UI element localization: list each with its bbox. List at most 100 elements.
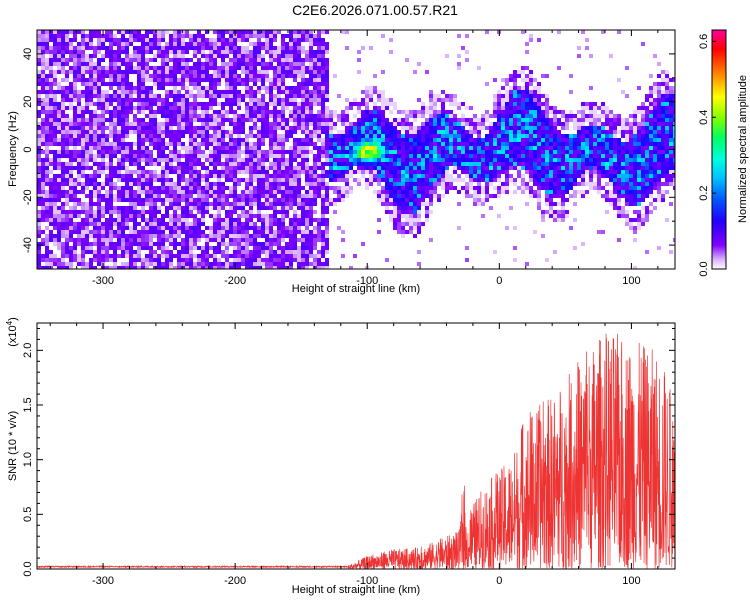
spectrogram-cell: [337, 198, 341, 202]
spectrogram-cell: [257, 30, 261, 34]
spectrogram-cell: [69, 70, 73, 74]
spectrogram-cell: [113, 50, 117, 54]
spectrogram-cell: [105, 98, 109, 102]
spectrogram-cell: [49, 250, 53, 254]
spectrogram-cell: [81, 146, 85, 150]
spectrogram-cell: [325, 190, 329, 194]
spectrogram-cell: [65, 230, 69, 234]
spectrogram-cell: [341, 30, 345, 34]
spectrogram-cell: [425, 146, 429, 150]
spectrogram-cell: [201, 234, 205, 238]
spectrogram-cell: [173, 210, 177, 214]
spectrogram-cell: [109, 174, 113, 178]
spectrogram-cell: [193, 110, 197, 114]
spectrogram-cell: [257, 154, 261, 158]
spectrogram-cell: [277, 254, 281, 258]
spectrogram-cell: [97, 154, 101, 158]
spectrogram-cell: [141, 78, 145, 82]
spectrogram-cell: [197, 142, 201, 146]
spectrogram-cell: [485, 138, 489, 142]
spectrogram-cell: [105, 206, 109, 210]
spectrogram-cell: [129, 94, 133, 98]
spectrogram-cell: [485, 174, 489, 178]
spectrogram-cell: [37, 134, 41, 138]
spectrogram-cell: [317, 42, 321, 46]
spectrogram-cell: [253, 34, 257, 38]
spectrogram-cell: [277, 74, 281, 78]
spectrogram-cell: [157, 102, 161, 106]
spectrogram-cell: [125, 170, 129, 174]
spectrogram-cell: [493, 178, 497, 182]
spectrogram-cell: [429, 182, 433, 186]
spectrogram-cell: [429, 146, 433, 150]
spectrogram-cell: [197, 130, 201, 134]
spectrogram-cell: [249, 102, 253, 106]
spectrogram-cell: [393, 178, 397, 182]
spectrogram-cell: [49, 134, 53, 138]
spectrogram-cell: [61, 130, 65, 134]
spectrogram-cell: [125, 118, 129, 122]
spectrogram-cell: [221, 74, 225, 78]
spectrogram-cell: [245, 178, 249, 182]
spectrogram-cell: [45, 218, 49, 222]
spectrogram-cell: [481, 150, 485, 154]
spectrogram-cell: [41, 194, 45, 198]
spectrogram-cell: [61, 142, 65, 146]
spectrogram-cell: [309, 174, 313, 178]
spectrogram-cell: [357, 146, 361, 150]
spectrogram-cell: [305, 70, 309, 74]
spectrogram-cell: [289, 190, 293, 194]
spectrogram-cell: [161, 250, 165, 254]
spectrogram-cell: [489, 158, 493, 162]
spectrogram-cell: [73, 86, 77, 90]
spectrogram-cell: [397, 142, 401, 146]
spectrogram-cell: [301, 94, 305, 98]
spectrogram-cell: [145, 266, 149, 269]
spectrogram-cell: [485, 154, 489, 158]
spectrogram-cell: [213, 118, 217, 122]
spectrogram-cell: [281, 46, 285, 50]
spectrogram-cell: [89, 202, 93, 206]
spectrogram-cell: [173, 146, 177, 150]
spectrogram-cell: [321, 66, 325, 70]
spectrogram-cell: [241, 190, 245, 194]
spectrogram-cell: [357, 154, 361, 158]
spectrogram-cell: [173, 142, 177, 146]
spectrogram-cell: [125, 146, 129, 150]
spectrogram-cell: [325, 82, 329, 86]
spectrogram-cell: [189, 262, 193, 266]
spectrogram-cell: [49, 254, 53, 258]
spectrogram-cell: [509, 86, 513, 90]
spectrogram-cell: [93, 78, 97, 82]
spectrogram-cell: [293, 42, 297, 46]
spectrogram-cell: [145, 126, 149, 130]
spectrogram-cell: [373, 174, 377, 178]
spectrogram-cell: [405, 154, 409, 158]
spectrogram-cell: [225, 42, 229, 46]
spectrogram-cell: [41, 30, 45, 34]
spectrogram-cell: [273, 114, 277, 118]
spectrogram-cell: [165, 246, 169, 250]
spectrogram-cell: [129, 218, 133, 222]
spectrogram-cell: [417, 142, 421, 146]
spectrogram-cell: [81, 50, 85, 54]
spectrogram-cell: [109, 114, 113, 118]
spectrogram-cell: [197, 198, 201, 202]
spectrogram-cell: [509, 106, 513, 110]
spectrogram-cell: [73, 126, 77, 130]
spectrogram-cell: [301, 130, 305, 134]
spectrogram-cell: [141, 206, 145, 210]
spectrogram-cell: [213, 114, 217, 118]
spectrogram-cell: [321, 130, 325, 134]
spectrogram-cell: [61, 34, 65, 38]
spectrogram-cell: [393, 130, 397, 134]
spectrogram-cell: [301, 170, 305, 174]
spectrogram-cell: [185, 42, 189, 46]
spectrogram-cell: [329, 142, 333, 146]
spectrogram-cell: [61, 90, 65, 94]
spectrogram-cell: [149, 102, 153, 106]
spectrogram-cell: [277, 250, 281, 254]
spectrogram-cell: [113, 230, 117, 234]
spectrogram-cell: [373, 86, 377, 90]
spectrogram-cell: [45, 94, 49, 98]
